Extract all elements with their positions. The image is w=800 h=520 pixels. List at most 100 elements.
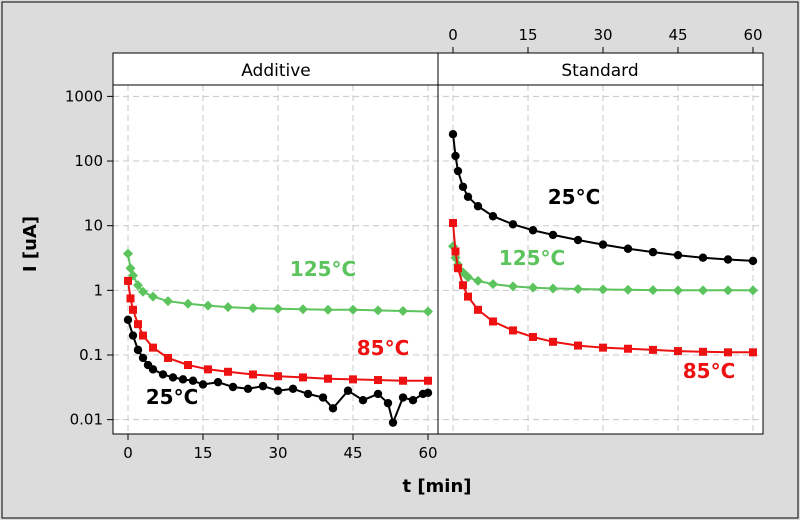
y-tick-label: 100 [74, 152, 103, 170]
data-point [168, 373, 178, 382]
data-point [184, 361, 192, 370]
data-point [228, 382, 238, 392]
data-point [453, 166, 463, 176]
x-axis-label: t [min] [402, 476, 471, 497]
x-tick-label-top: 30 [593, 26, 612, 44]
data-point [348, 304, 358, 315]
data-point [373, 305, 383, 316]
y-tick-label: 1 [93, 281, 103, 299]
data-point [509, 326, 517, 335]
data-point [258, 381, 268, 391]
data-point [203, 300, 213, 311]
data-point [649, 345, 657, 354]
data-point [699, 347, 707, 356]
data-point [423, 388, 433, 398]
data-point [623, 284, 633, 295]
x-tick-label-top: 60 [743, 26, 762, 44]
data-point [138, 286, 148, 297]
data-point [318, 393, 328, 402]
data-point [373, 389, 383, 399]
x-axis-bottom: 0 15 30 45 60 [123, 434, 438, 462]
data-point [464, 292, 472, 301]
x-tick-label-bottom: 0 [123, 444, 133, 462]
data-point [723, 255, 733, 264]
data-point [748, 256, 758, 266]
data-point [148, 291, 158, 302]
x-tick-label-bottom: 60 [418, 444, 437, 462]
y-axis: 1000 100 10 1 0.1 0.01 [65, 87, 113, 429]
data-point [299, 373, 307, 382]
data-point [508, 220, 518, 229]
data-point [473, 275, 483, 286]
data-point [528, 226, 538, 235]
annotation-standard-125c: 125°C [499, 246, 565, 270]
data-point [204, 365, 212, 374]
y-tick-label: 1000 [65, 87, 103, 105]
data-point [324, 374, 332, 383]
data-point [248, 303, 258, 314]
annotation-additive-85c: 85°C [357, 336, 410, 360]
data-point [178, 375, 188, 384]
data-point [449, 219, 457, 228]
data-point [274, 372, 282, 381]
panel-title-standard: Standard [561, 61, 638, 81]
data-point [508, 281, 518, 292]
data-point [488, 212, 498, 221]
data-point [123, 248, 133, 259]
data-point [749, 348, 757, 357]
data-point [273, 386, 283, 395]
data-point [149, 343, 157, 352]
y-tick-label: 0.1 [79, 346, 103, 364]
data-point [349, 375, 357, 384]
data-point [528, 282, 538, 293]
data-point [398, 305, 408, 316]
data-point [489, 317, 497, 326]
data-point [488, 279, 498, 290]
data-point [474, 305, 482, 314]
data-point [673, 285, 683, 296]
data-point [383, 398, 393, 408]
data-point [548, 283, 558, 294]
data-point [424, 376, 432, 385]
data-point [139, 331, 147, 340]
data-point [188, 376, 198, 385]
data-point [599, 343, 607, 352]
data-point [398, 393, 408, 402]
data-point [323, 304, 333, 315]
data-point [123, 315, 133, 325]
x-tick-label-top: 45 [668, 26, 687, 44]
data-point [408, 395, 418, 405]
data-point [249, 370, 257, 379]
panel-title-additive: Additive [241, 61, 311, 81]
data-point [673, 250, 683, 260]
data-point [133, 345, 143, 355]
data-point [183, 298, 193, 309]
y-tick-label: 0.01 [70, 411, 103, 429]
panel-additive-bg [113, 53, 438, 434]
data-point [328, 404, 338, 413]
data-point [648, 247, 658, 257]
data-point [724, 348, 732, 357]
data-point [458, 182, 468, 191]
data-point [303, 389, 313, 399]
data-point [129, 305, 137, 314]
x-axis-top: 0 15 30 45 60 [448, 26, 763, 53]
data-point [698, 253, 708, 262]
data-point [698, 285, 708, 296]
y-tick-label: 10 [84, 217, 103, 235]
x-tick-label-top: 0 [448, 26, 458, 44]
data-point [423, 306, 433, 317]
data-point [148, 365, 158, 374]
annotation-additive-125c: 125°C [290, 257, 356, 281]
y-axis-label: I [uA] [20, 216, 41, 272]
data-point [748, 285, 758, 296]
annotation-standard-85c: 85°C [683, 359, 736, 383]
data-point [288, 384, 298, 394]
data-point [388, 418, 398, 427]
annotation-standard-25c: 25°C [548, 185, 601, 209]
data-point [273, 303, 283, 314]
data-point [674, 347, 682, 356]
data-point [463, 192, 473, 201]
data-point [164, 353, 172, 362]
